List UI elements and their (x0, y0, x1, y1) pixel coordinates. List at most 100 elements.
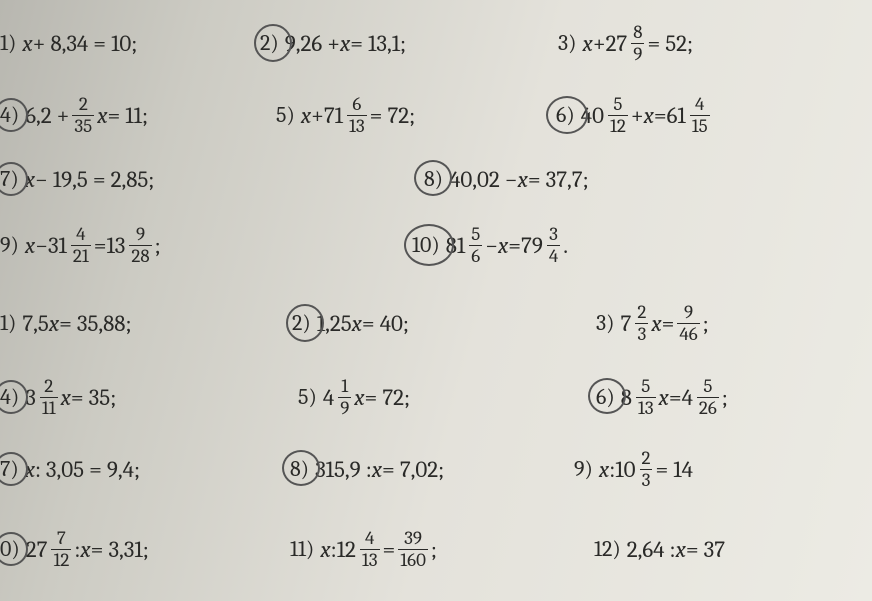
variable-x: x (61, 384, 71, 411)
text: = 37 (686, 536, 725, 563)
mixed-number: 7934 (521, 225, 563, 266)
row-6: 4)3211x = 35;5)419x = 72;6)8513x = 4526 … (0, 370, 872, 424)
equation: x + 8,34 = 10; (22, 30, 137, 57)
mixed-number: 40512 (581, 95, 631, 136)
variable-x: x (676, 536, 686, 563)
variable-x: x (659, 384, 669, 411)
mixed-number: 71613 (324, 95, 370, 136)
text: ; (155, 232, 161, 259)
mixed-number: 27712 (26, 529, 75, 570)
problem-cell: 5)x + 71613 = 72; (276, 88, 415, 142)
text: = 35; (71, 384, 116, 411)
fraction: 211 (40, 377, 58, 418)
problem-number: 4) (0, 384, 19, 410)
fraction: 712 (51, 529, 71, 570)
fraction: 415 (690, 95, 710, 136)
fraction: 512 (608, 95, 628, 136)
text: 2,64 : (627, 536, 676, 563)
problem-number: 8) (290, 456, 309, 482)
problem-number: 4) (0, 102, 19, 128)
fraction: 613 (347, 95, 367, 136)
equation: 8156 − x = 7934 . (446, 225, 568, 266)
text: = 52; (647, 30, 693, 57)
equation: x + 71613 = 72; (301, 95, 415, 136)
equation: 419x = 72; (323, 377, 410, 418)
equation: x + 2789 = 52; (583, 23, 694, 64)
variable-x: x (25, 456, 35, 483)
equation: 3211x = 35; (25, 377, 116, 418)
equation: 8513x = 4526 ; (621, 377, 728, 418)
row-2: 4)6,2 + 235x = 11; 5)x + 71613 = 72; 6)405… (0, 88, 872, 142)
problem-number: 6) (596, 384, 615, 410)
problem-cell: 1)x + 8,34 = 10; (0, 16, 137, 70)
mixed-number: 12413 (337, 529, 383, 570)
text: = 3,31; (91, 536, 149, 563)
fraction: 34 (547, 225, 560, 266)
variable-x: x (599, 456, 609, 483)
equation: 723x = 946 ; (621, 303, 709, 344)
text: = 14 (655, 456, 692, 483)
variable-x: x (301, 102, 311, 129)
problem-cell: 1)7,5x = 35,88; (0, 296, 132, 350)
variable-x: x (498, 232, 508, 259)
problem-cell: 9)x : 1023 = 14 (574, 444, 693, 494)
fraction: 946 (677, 303, 699, 344)
equation: 27712 : x = 3,31; (26, 529, 149, 570)
equation: 40,02 − x = 37,7; (449, 166, 589, 193)
problem-cell: 3)723x = 946 ; (596, 296, 709, 350)
mixed-number: 3211 (25, 377, 60, 418)
text: : 3,05 = 9,4; (35, 456, 140, 483)
problem-number: 8) (424, 166, 443, 192)
fraction: 235 (72, 95, 94, 136)
variable-x: x (97, 102, 107, 129)
text: = (508, 232, 521, 259)
text: = 37,7; (528, 166, 589, 193)
problem-cell: 6)40512 + x = 61415 (556, 88, 713, 142)
problem-cell: 12)2,64 : x = 37 (594, 522, 725, 576)
fraction: 526 (697, 377, 719, 418)
variable-x: x (25, 166, 35, 193)
text: = 35,88; (59, 310, 131, 337)
fraction: 23 (635, 303, 648, 344)
text: − (35, 232, 48, 259)
mixed-number: 61415 (667, 95, 713, 136)
mixed-number: 8156 (446, 225, 486, 266)
mixed-number: 2789 (606, 23, 648, 64)
problem-number: 7) (0, 166, 19, 192)
mixed-number: 31421 (48, 225, 94, 266)
mixed-number: 4526 (682, 377, 722, 418)
problem-number: 0) (0, 536, 20, 562)
problem-number: 9) (574, 456, 593, 482)
row-4: 9)x − 31421 = 13928 ;10)8156 − x = 7934 … (0, 218, 872, 272)
fraction: 421 (71, 225, 91, 266)
equation: 7,5x = 35,88; (22, 310, 131, 337)
equation: x − 31421 = 13928 ; (25, 225, 161, 266)
problem-number: 3) (558, 30, 577, 56)
problem-number: 6) (556, 102, 575, 128)
problem-cell: 0)27712 : x = 3,31; (0, 522, 149, 576)
circle-annotation (0, 380, 28, 414)
variable-x: x (372, 456, 382, 483)
circle-annotation (0, 98, 28, 132)
problem-cell: 4)6,2 + 235x = 11; (0, 88, 148, 142)
fraction: 928 (129, 225, 151, 266)
problem-cell: 11)x : 12413 = 39160 ; (290, 522, 437, 576)
text: = 72; (370, 102, 416, 129)
equation: x : 12413 = 39160 ; (320, 529, 437, 570)
text: = 11; (107, 102, 148, 129)
problem-number: 1) (0, 310, 16, 336)
fraction: 19 (338, 377, 351, 418)
equation: x : 3,05 = 9,4; (25, 456, 140, 483)
problem-cell: 3)x + 2789 = 52; (558, 16, 693, 70)
problem-number: 11) (290, 536, 314, 562)
equation: x − 19,5 = 2,85; (25, 166, 155, 193)
problem-number: 3) (596, 310, 615, 336)
mixed-number: 13928 (106, 225, 154, 266)
variable-x: x (352, 310, 362, 337)
fraction: 513 (636, 377, 656, 418)
row-7: 7)x : 3,05 = 9,4;8)315,9 : x = 7,02;9)x … (0, 444, 872, 494)
text: ; (431, 536, 437, 563)
problem-number: 2) (260, 30, 279, 56)
mixed-number: 1023 (615, 449, 655, 490)
text: = (383, 536, 396, 563)
